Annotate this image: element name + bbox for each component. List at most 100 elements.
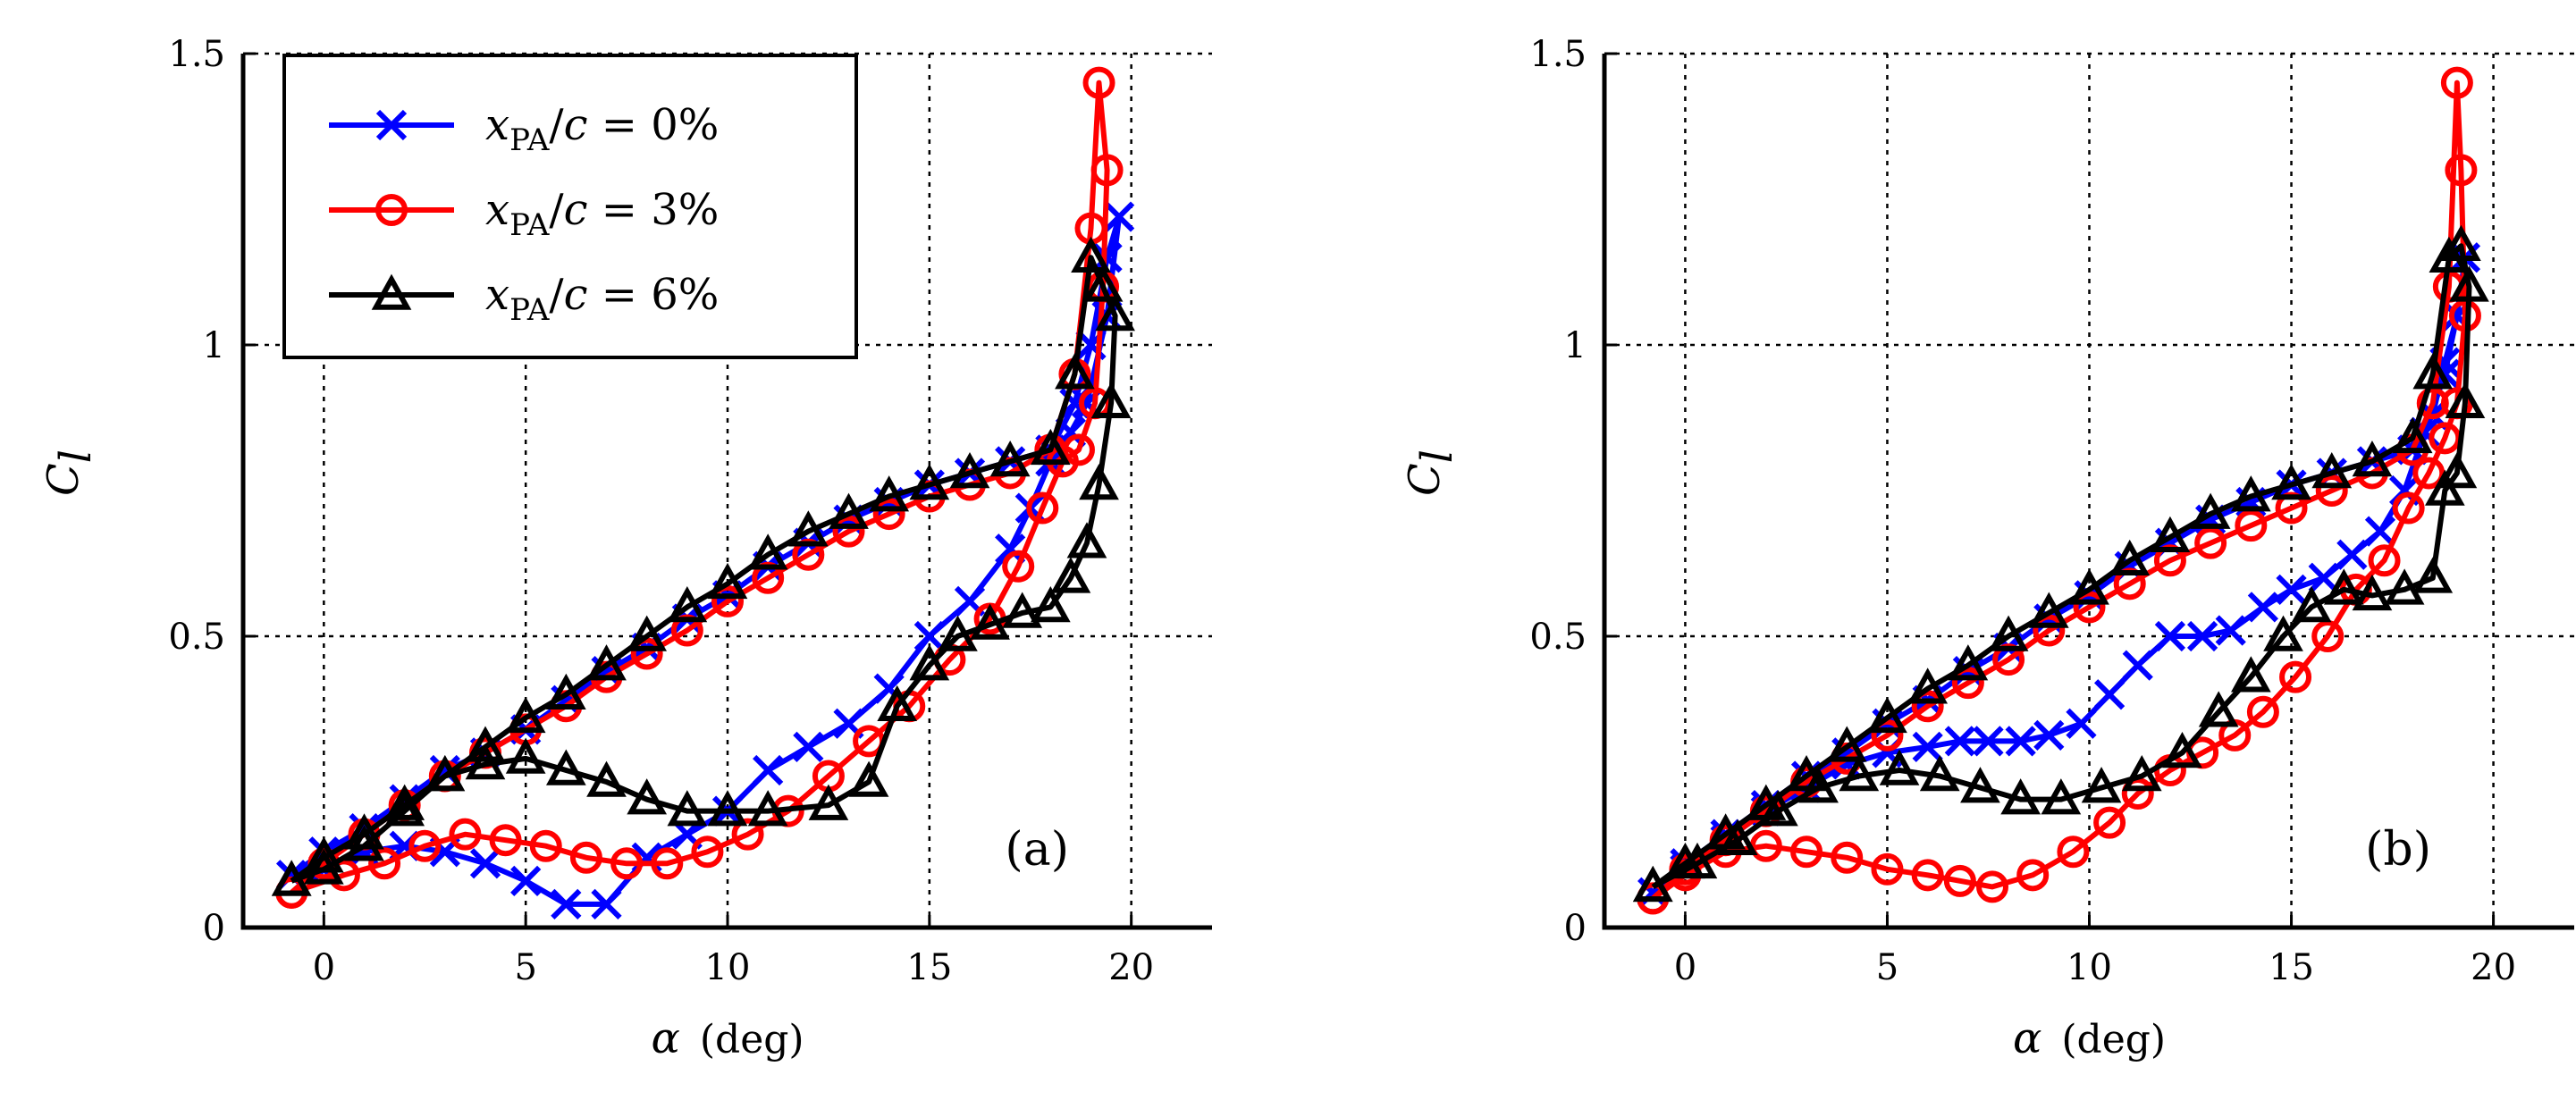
y-tick-label: 0 [203,908,225,949]
data-point [545,673,586,710]
data-point [707,790,748,827]
x-tick-label: 10 [705,947,751,988]
data-point [2186,620,2218,652]
data-point [368,847,401,880]
data-point [1826,726,1867,762]
legend-entry: xPA/c = 3% [329,185,719,243]
data-point [2230,475,2271,512]
data-point [489,824,522,857]
y-tick-label: 1.5 [168,34,225,75]
data-point [2000,778,2041,815]
data-point [1090,154,1124,187]
data-point [1103,201,1135,232]
data-point [569,841,602,874]
data-point [1839,755,1880,792]
data-point [2392,491,2425,525]
data-point [2424,469,2465,506]
data-point [970,603,1010,640]
data-point [1911,690,1944,723]
data-point [2384,568,2425,605]
data-point [384,790,425,827]
legend-marker [371,273,412,310]
data-point [1790,835,1823,869]
data-point [2033,719,2065,751]
x-tick-label: 15 [2269,947,2314,988]
data-point [1677,842,1718,879]
data-point [877,684,918,722]
data-point [2057,835,2090,869]
data-point [1988,615,2029,651]
data-point [2093,806,2126,839]
data-point [747,533,788,570]
data-point [2368,544,2401,577]
data-point [1798,767,1839,803]
data-point [731,818,764,851]
data-point [1079,464,1119,500]
data-point [2392,416,2433,454]
data-point [989,440,1031,477]
data-point [2440,66,2473,99]
data-point [938,615,978,651]
data-point [913,620,945,652]
legend-label: xPA/c = 3% [485,185,719,243]
data-point [1786,755,1827,792]
data-point [591,888,622,920]
data-point [2005,726,2036,757]
x-tick-label: 5 [514,947,536,988]
x-axis-label: α (deg) [651,1013,804,1063]
y-axis-label: Cl [38,449,101,496]
data-point [2412,557,2454,593]
data-point [1030,585,1071,623]
data-point [465,726,506,762]
data-point [848,760,889,797]
data-point [1943,864,1976,897]
y-tick-label: 1 [203,325,225,366]
panel-label: (a) [1005,823,1069,877]
data-point [909,644,950,681]
data-point [2279,660,2312,693]
data-point [2215,615,2246,646]
data-point [469,848,501,879]
x-tick-label: 20 [2471,947,2516,988]
x-tick-label: 10 [2067,947,2112,988]
data-point [793,731,824,763]
data-point [2429,422,2462,455]
data-point [949,452,990,489]
data-point [1976,870,2008,903]
data-point [651,847,684,880]
y-tick-label: 0 [1564,908,1587,949]
data-point [2412,353,2454,390]
legend-entry: xPA/c = 0% [329,100,719,158]
data-point [505,737,546,774]
data-point [1912,731,1943,763]
data-point [384,784,425,820]
y-axis-label: Cl [1400,449,1462,496]
data-point [1090,382,1132,418]
data-point [808,784,849,820]
data-point [344,825,384,861]
data-point [2073,591,2106,624]
data-point [1879,749,1920,785]
data-point [1095,294,1135,332]
data-point [1082,265,1124,302]
data-point [2121,755,2162,792]
data-point [2276,574,2307,605]
data-point [630,637,663,670]
data-point [1026,491,1059,525]
data-point [2122,650,2153,681]
legend-marker [375,109,408,141]
data-point [2247,592,2279,623]
data-point [2230,656,2271,693]
data-point [449,818,482,851]
legend-label: xPA/c = 6% [485,270,719,328]
data-point [551,888,582,920]
data-point [2246,695,2279,728]
y-tick-label: 1.5 [1529,34,1587,75]
data-point [425,755,466,792]
data-point [2311,452,2353,489]
data-point [2121,777,2154,810]
data-point [303,836,344,873]
data-point [2445,382,2486,418]
panel-a: 0 5 10 15 20 0 0.5 1 1.5 α (deg) Cl (a) [38,34,1212,1063]
data-point [2028,592,2069,628]
